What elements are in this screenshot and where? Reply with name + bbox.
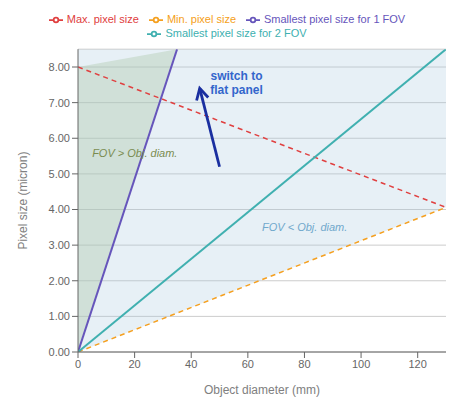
svg-text:5.00: 5.00	[49, 168, 70, 180]
svg-text:6.00: 6.00	[49, 132, 70, 144]
svg-text:2.00: 2.00	[49, 275, 70, 287]
svg-text:FOV > Obj. diam.: FOV > Obj. diam.	[92, 147, 177, 159]
svg-text:3.00: 3.00	[49, 239, 70, 251]
html-text:Min. pixel size: Min. pixel size	[166, 13, 236, 25]
svg-text:120: 120	[409, 358, 427, 370]
svg-text:Object diameter (mm): Object diameter (mm)	[204, 383, 320, 397]
svg-text:Pixel size (micron): Pixel size (micron)	[16, 152, 30, 250]
svg-text:4.00: 4.00	[49, 203, 70, 215]
svg-text:0.00: 0.00	[49, 346, 70, 358]
svg-text:40: 40	[185, 358, 197, 370]
html-text:Smallest pixel size for 1 FOV: Smallest pixel size for 1 FOV	[264, 13, 406, 25]
svg-text:80: 80	[298, 358, 310, 370]
svg-text:FOV < Obj. diam.: FOV < Obj. diam.	[262, 221, 347, 233]
svg-text:20: 20	[128, 358, 140, 370]
svg-text:1.00: 1.00	[49, 310, 70, 322]
svg-text:0: 0	[75, 358, 81, 370]
svg-text:100: 100	[352, 358, 370, 370]
svg-text:8.00: 8.00	[49, 61, 70, 73]
svg-text:switch toflat panel: switch toflat panel	[210, 68, 263, 96]
svg-text:7.00: 7.00	[49, 97, 70, 109]
svg-text:60: 60	[242, 358, 254, 370]
html-text:Smallest pixel size for 2 FOV: Smallest pixel size for 2 FOV	[165, 27, 307, 40]
html-text:Max. pixel size: Max. pixel size	[66, 13, 139, 25]
